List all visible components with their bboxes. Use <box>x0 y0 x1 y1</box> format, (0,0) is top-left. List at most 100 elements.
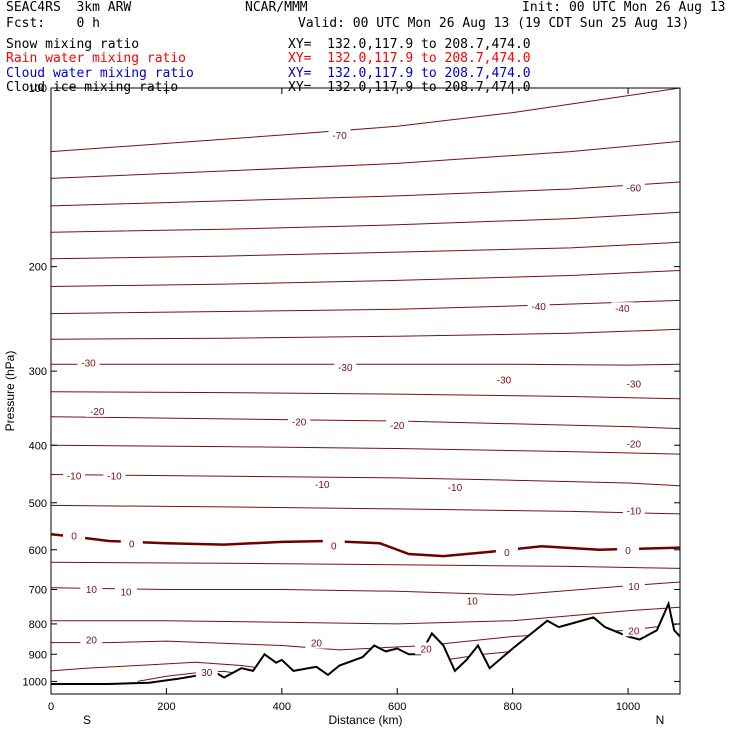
contour-label: 10 <box>467 596 479 607</box>
contour-label: 0 <box>331 541 337 552</box>
contour-label: 10 <box>120 587 132 598</box>
y-tick-label: 600 <box>29 545 47 557</box>
contour-label-bg <box>622 437 645 450</box>
contour-label: -10 <box>315 480 330 491</box>
contour-label: -30 <box>627 380 642 391</box>
contour-label-bg <box>288 415 311 428</box>
isotherm-line-m55 <box>51 211 680 233</box>
isotherm-line-0 <box>51 533 680 558</box>
contour-label: 0 <box>625 546 631 557</box>
forecast-hour: Fcst: 0 h <box>6 16 100 31</box>
x-tick-label: 0 <box>48 701 54 713</box>
terrain-mask <box>51 603 680 694</box>
isotherm-line-5 <box>51 561 680 569</box>
field-cloudwater-name: Cloud water mixing ratio <box>6 66 194 81</box>
field-snow-name: Snow mixing ratio <box>6 37 140 52</box>
isotherm-line-m20 <box>51 416 680 430</box>
contour-label: -20 <box>627 439 642 450</box>
contour-label: 20 <box>628 626 640 637</box>
contour-label-bg <box>386 419 409 432</box>
endpoint-label-south: S <box>83 713 91 727</box>
plot-frame <box>50 87 681 695</box>
contour-label-bg <box>115 585 138 598</box>
y-tick-label: 700 <box>29 585 47 597</box>
isotherm-line-m60 <box>51 181 680 207</box>
isotherm-layer <box>51 88 680 682</box>
isotherm-line-m45 <box>51 270 680 287</box>
init-time: Init: 00 UTC Mon 26 Aug 13 <box>522 0 726 15</box>
contour-label-bg <box>77 356 100 369</box>
isotherm-line-m10 <box>51 474 680 487</box>
contour-label-bg <box>63 529 86 542</box>
contour-label: -20 <box>292 418 307 429</box>
contour-label-layer: -70 -60 -40 -40 -30 -30 -30 -30 -20 -20 -20 -20 -10 -… <box>63 128 645 679</box>
field-rain-name: Rain water mixing ratio <box>6 51 187 66</box>
contour-label-bg <box>334 360 357 373</box>
y-tick-label: 500 <box>29 498 47 510</box>
contour-label: -40 <box>615 304 630 315</box>
isotherm-line-m5 <box>51 504 680 515</box>
contour-label: 10 <box>86 585 98 596</box>
contour-label: -30 <box>81 358 96 369</box>
contour-label-bg <box>495 545 518 558</box>
x-tick-label: 200 <box>157 701 175 713</box>
contour-label-bg <box>86 404 109 417</box>
contour-label: -20 <box>90 407 105 418</box>
x-tick-label: 800 <box>503 701 521 713</box>
contour-label: 10 <box>628 582 640 593</box>
x-tick-label: 600 <box>388 701 406 713</box>
terrain-layer <box>51 600 680 694</box>
isotherm-line-m15 <box>51 444 680 455</box>
contour-label: 20 <box>421 644 433 655</box>
contour-label-bg <box>622 504 645 517</box>
contour-label: -10 <box>107 472 122 483</box>
field-cloudwater-xy: XY= 132.0,117.9 to 208.7,474.0 <box>288 66 531 81</box>
valid-time: Valid: 00 UTC Mon 26 Aug 13 (19 CDT Sun … <box>298 16 690 31</box>
contour-label-bg <box>305 636 328 649</box>
axes-layer: 0 200 400 600 800 100010020030040050060070080… <box>23 83 680 713</box>
contour-label-bg <box>622 377 645 390</box>
contour-label-bg <box>322 539 345 552</box>
contour-label: 0 <box>71 532 77 543</box>
contour-label-bg <box>415 642 438 655</box>
contour-label-bg <box>622 579 645 592</box>
isotherm-line-15 <box>51 606 680 625</box>
y-tick-label: 800 <box>29 619 47 631</box>
contour-label-bg <box>443 480 466 493</box>
contour-label: 30 <box>201 668 213 679</box>
endpoint-label-north: N <box>656 713 665 727</box>
isotherm-line-m30 <box>51 363 680 366</box>
contour-label: 0 <box>129 539 135 550</box>
contour-label: -60 <box>627 183 642 194</box>
contour-label-bg <box>80 582 103 595</box>
isotherm-line-m50 <box>51 241 680 260</box>
isotherm-line-m70 <box>51 88 680 153</box>
y-tick-label: 200 <box>29 262 47 274</box>
contour-label: -10 <box>67 472 82 483</box>
contour-label-bg <box>611 302 634 315</box>
isotherm-line-m35 <box>51 328 680 340</box>
contour-label-bg <box>63 469 86 482</box>
contour-label: 20 <box>311 639 323 650</box>
contour-label-bg <box>195 666 218 679</box>
y-tick-label: 1000 <box>23 676 47 688</box>
x-axis-label: Distance (km) <box>328 713 402 727</box>
x-tick-label: 400 <box>273 701 291 713</box>
contour-label-bg <box>622 181 645 194</box>
contour-label-bg <box>103 469 126 482</box>
terrain-line <box>51 600 680 685</box>
contour-label: -40 <box>531 302 546 313</box>
contour-label-bg <box>328 128 351 141</box>
contour-label-bg <box>80 633 103 646</box>
y-tick-label: 400 <box>29 440 47 452</box>
center-label: NCAR/MMM <box>245 0 308 15</box>
contour-label-bg <box>617 543 640 556</box>
contour-label-bg <box>492 373 515 386</box>
isotherm-line-m65 <box>51 140 680 179</box>
contour-label-bg <box>622 624 645 637</box>
y-tick-label: 900 <box>29 649 47 661</box>
field-rain-xy: XY= 132.0,117.9 to 208.7,474.0 <box>288 51 531 66</box>
y-tick-label: 300 <box>29 366 47 378</box>
contour-label-bg <box>311 478 334 491</box>
